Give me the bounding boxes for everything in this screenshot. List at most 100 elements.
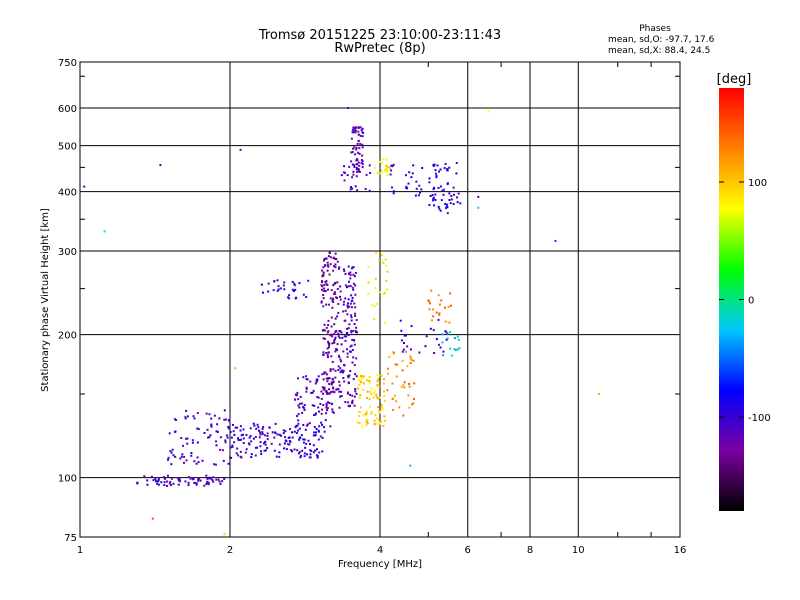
echo-point bbox=[376, 380, 379, 383]
colorbar-label: [deg] bbox=[717, 72, 752, 87]
echo-point bbox=[259, 431, 262, 434]
echo-point bbox=[321, 423, 324, 426]
echo-point bbox=[326, 354, 329, 357]
echo-point bbox=[446, 169, 449, 172]
echo-point bbox=[338, 380, 341, 383]
echo-point bbox=[355, 330, 358, 333]
echo-point bbox=[446, 203, 449, 206]
echo-point bbox=[343, 364, 346, 367]
echo-point bbox=[146, 479, 149, 482]
echo-point bbox=[299, 456, 302, 459]
echo-point bbox=[203, 484, 206, 487]
echo-point bbox=[350, 316, 353, 319]
echo-point bbox=[365, 173, 368, 176]
echo-point bbox=[384, 264, 387, 267]
echo-point bbox=[355, 159, 358, 162]
echo-point bbox=[353, 146, 356, 149]
echo-point bbox=[284, 436, 287, 439]
echo-point bbox=[323, 430, 326, 433]
echo-point bbox=[83, 185, 86, 188]
echo-point bbox=[383, 390, 386, 393]
echo-point bbox=[276, 289, 279, 292]
echo-point bbox=[360, 158, 363, 161]
echo-point bbox=[245, 433, 248, 436]
echo-point bbox=[439, 346, 442, 349]
echo-point bbox=[334, 336, 337, 339]
echo-point bbox=[366, 390, 369, 393]
echo-point bbox=[291, 436, 294, 439]
echo-point bbox=[369, 172, 372, 175]
echo-point bbox=[184, 480, 187, 483]
echo-point bbox=[328, 392, 331, 395]
echo-point bbox=[327, 288, 330, 291]
echo-point bbox=[349, 274, 352, 277]
echo-point bbox=[358, 422, 361, 425]
echo-point bbox=[323, 337, 326, 340]
echo-point bbox=[316, 456, 319, 459]
echo-point bbox=[248, 443, 251, 446]
echo-point bbox=[333, 323, 336, 326]
echo-point bbox=[331, 335, 334, 338]
echo-point bbox=[354, 390, 357, 393]
echo-point bbox=[331, 377, 334, 380]
echo-point bbox=[310, 450, 313, 453]
echo-point bbox=[439, 209, 442, 212]
echo-point bbox=[357, 133, 360, 136]
echo-point bbox=[330, 391, 333, 394]
echo-point bbox=[334, 263, 337, 266]
echo-point bbox=[379, 160, 382, 163]
echo-point bbox=[382, 382, 385, 385]
echo-point bbox=[348, 323, 351, 326]
echo-point bbox=[334, 281, 337, 284]
echo-point bbox=[324, 371, 327, 374]
echo-point bbox=[305, 424, 308, 427]
echo-point bbox=[357, 378, 360, 381]
echo-point bbox=[277, 285, 280, 288]
echo-point bbox=[364, 413, 367, 416]
echo-point bbox=[333, 333, 336, 336]
echo-point bbox=[212, 476, 215, 479]
echo-point bbox=[273, 436, 276, 439]
echo-point bbox=[456, 196, 459, 199]
echo-point bbox=[350, 329, 353, 332]
echo-point bbox=[361, 143, 364, 146]
echo-point bbox=[168, 482, 171, 485]
echo-point bbox=[351, 361, 354, 364]
echo-point bbox=[178, 478, 181, 481]
echo-point bbox=[344, 319, 347, 322]
echo-point bbox=[346, 306, 349, 309]
colorbar-ticks: 100 0 -100 bbox=[719, 178, 771, 424]
echo-point bbox=[193, 460, 196, 463]
echo-point bbox=[357, 161, 360, 164]
echo-point bbox=[283, 281, 286, 284]
echo-point bbox=[351, 394, 354, 397]
echo-point bbox=[338, 390, 341, 393]
echo-point bbox=[173, 418, 176, 421]
echo-point bbox=[320, 288, 323, 291]
echo-point bbox=[347, 285, 350, 288]
echo-point bbox=[339, 290, 342, 293]
echo-point bbox=[209, 434, 212, 437]
echo-point bbox=[386, 270, 389, 273]
echo-point bbox=[429, 195, 432, 198]
echo-point bbox=[217, 478, 220, 481]
echo-point bbox=[330, 289, 333, 292]
echo-point bbox=[346, 348, 349, 351]
echo-point bbox=[454, 349, 457, 352]
echo-point bbox=[282, 432, 285, 435]
echo-point bbox=[166, 480, 169, 483]
echo-point bbox=[297, 404, 300, 407]
echo-point bbox=[383, 291, 386, 294]
echo-point bbox=[382, 261, 385, 264]
echo-point bbox=[412, 398, 415, 401]
echo-point bbox=[343, 300, 346, 303]
echo-point bbox=[350, 294, 353, 297]
echo-point bbox=[349, 188, 352, 191]
echo-point bbox=[390, 164, 393, 167]
echo-point bbox=[295, 394, 298, 397]
echo-point bbox=[325, 326, 328, 329]
colorbar-tick-label: 100 bbox=[748, 178, 767, 189]
echo-point bbox=[326, 269, 329, 272]
echo-point bbox=[438, 312, 441, 315]
echo-point bbox=[449, 347, 452, 350]
